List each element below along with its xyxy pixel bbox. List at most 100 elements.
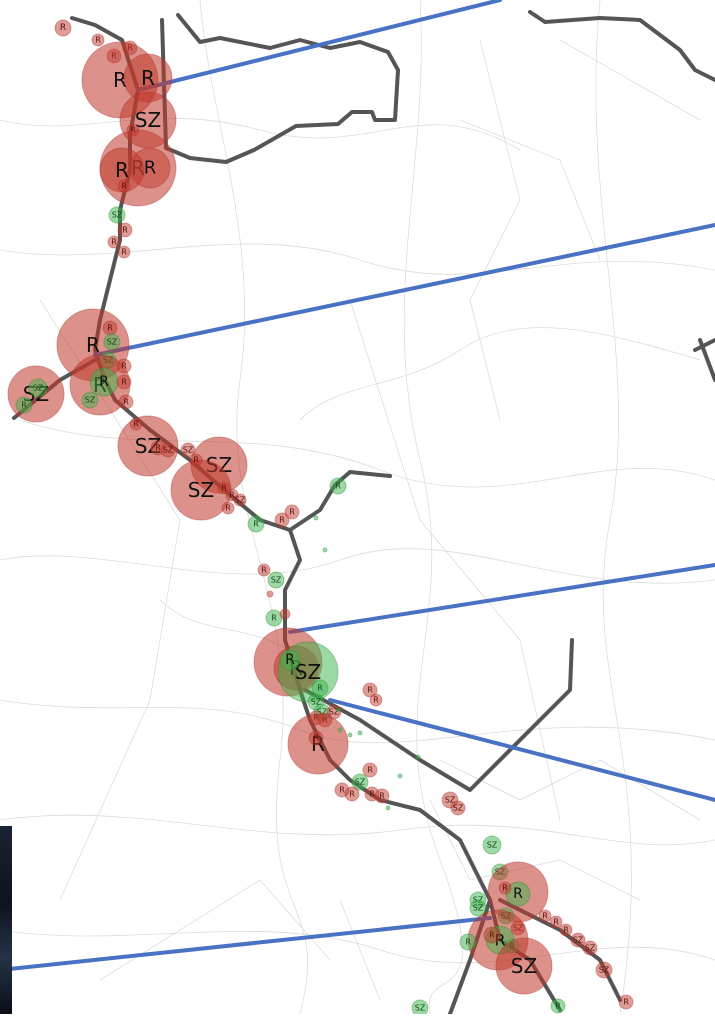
map-bubble[interactable]: R [308,730,324,746]
bubble-label: SZ [183,446,194,455]
map-bubble[interactable]: R [618,994,634,1010]
map-bubble[interactable]: R [117,222,133,238]
red-bubble [217,481,231,495]
map-bubble[interactable]: R [221,501,235,515]
map-bubble[interactable]: R [118,394,134,410]
map-bubble[interactable] [266,590,274,598]
map-bubble[interactable] [357,730,363,736]
map-bubble[interactable]: R [374,788,390,804]
map-bubble[interactable]: R [559,923,573,937]
bubble-label: R [313,734,319,743]
red-bubble [618,994,634,1010]
bubble-label: SZ [585,944,596,953]
map-bubble[interactable]: R [311,679,329,697]
map-bubble[interactable] [415,754,421,760]
map-bubble[interactable]: R [123,53,173,103]
map-bubble[interactable]: R [279,649,301,671]
map-bubble[interactable]: R [344,786,360,802]
map-bubble[interactable]: R [284,504,300,520]
map-bubble[interactable] [279,608,291,620]
red-bubble [450,800,466,816]
map-bubble[interactable]: R [265,609,283,627]
map-bubble[interactable]: R [116,358,132,374]
map-bubble[interactable]: R [102,320,118,336]
map-bubble[interactable]: R [483,926,501,944]
map-bubble[interactable]: R [257,563,271,577]
map-bubble[interactable]: R [362,682,378,698]
map-bubble[interactable]: SZ [81,391,99,409]
bubble-label: R [465,938,471,947]
map-bubble[interactable]: R [538,909,552,923]
map-bubble[interactable]: R [54,19,72,37]
map-bubble[interactable] [385,805,391,811]
green-bubble [313,515,319,521]
map-bubble[interactable]: R [117,245,131,259]
map-bubble[interactable]: R [362,762,378,778]
red-bubble [369,693,383,707]
map-bubble[interactable]: SZ [233,493,247,507]
green-bubble [329,477,347,495]
red-bubble [483,926,501,944]
map-bubble[interactable]: SZ [28,378,48,398]
map-bubble[interactable] [313,515,319,521]
map-bubble[interactable]: SZ [482,835,502,855]
map-bubble[interactable]: R [505,881,531,907]
green-bubble [279,649,301,671]
map-bubble[interactable]: R [247,515,265,533]
bubble-label: R [513,886,523,902]
bubble-label: SZ [188,478,214,502]
map-bubble[interactable]: R [369,693,383,707]
map-bubble[interactable]: SZ [170,459,232,521]
green-bubble [108,206,126,224]
map-bubble[interactable]: SZ [180,442,196,458]
map-bubble[interactable]: R [116,374,132,390]
red-bubble [118,394,134,410]
map-bubble[interactable]: R [129,147,171,189]
map-bubble[interactable]: R [498,881,512,895]
map-bubble[interactable]: R [129,417,143,431]
bubble-label: R [221,484,227,493]
map-bubble[interactable]: SZ [267,571,285,589]
bubble-label: SZ [311,698,322,707]
map-bubble[interactable]: R [15,396,33,414]
bubble-label: SZ [329,708,340,717]
map-bubble[interactable]: SZ [103,333,121,351]
map-bubble[interactable]: SZ [160,442,176,458]
map-bubble[interactable]: R [459,933,477,951]
map-bubble[interactable] [337,727,343,733]
map-bubble[interactable]: R [91,33,105,47]
map-bubble[interactable]: R [550,998,566,1014]
map-bubble[interactable]: SZ [108,206,126,224]
bubble-label: SZ [235,496,246,505]
map-bubble[interactable]: R [549,915,563,929]
map-bubble[interactable] [397,773,403,779]
bubble-label: SZ [573,936,584,945]
map-bubble[interactable]: R [117,179,131,193]
map-bubble[interactable]: SZ [595,961,613,979]
map-bubble[interactable]: R [107,235,121,249]
north-east-road [528,10,715,82]
green-bubble [28,378,48,398]
bubble-label: R [373,696,379,705]
red-bubble [284,504,300,520]
map-bubble[interactable]: R [217,481,231,495]
map-bubble[interactable]: SZ [495,937,553,995]
map-bubble[interactable]: R [89,367,119,397]
map-bubble[interactable]: SZ [469,899,487,917]
map-bubble[interactable]: R [189,453,203,467]
map-bubble[interactable] [335,707,341,713]
bubble-label: R [367,766,373,775]
map-bubble[interactable] [347,732,353,738]
map-bubble[interactable]: SZ [351,773,369,791]
red-bubble [116,358,132,374]
map-bubble[interactable]: SZ [450,800,466,816]
map-bubble[interactable]: R [274,512,290,528]
red-bubble [495,937,553,995]
map-bubble[interactable]: R [329,477,347,495]
bubble-label: R [229,491,235,500]
map-bubble[interactable] [322,547,328,553]
map-bubble[interactable]: SZ [411,999,429,1017]
map-bubble[interactable]: SZ [570,932,586,948]
map-bubble[interactable]: SZ [582,940,598,956]
